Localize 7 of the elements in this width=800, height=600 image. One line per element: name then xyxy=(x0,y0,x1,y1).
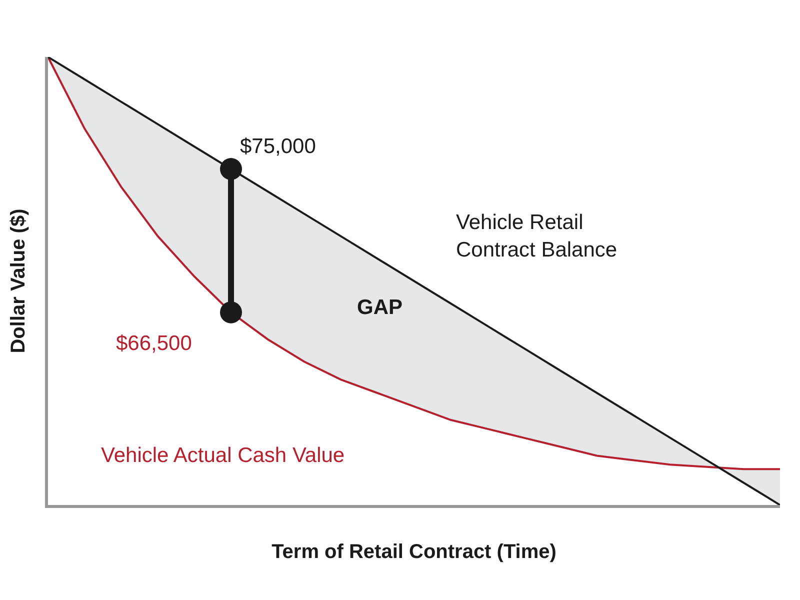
series-label: Vehicle Retail Contract Balance xyxy=(456,211,618,262)
annotation: $75,000 xyxy=(240,135,316,158)
x-axis-title: Term of Retail Contract (Time) xyxy=(272,540,556,563)
text: Vehicle Actual Cash Value xyxy=(101,444,345,467)
annotation: $66,500 xyxy=(116,332,192,355)
y-axis-title: Dollar Value ($) xyxy=(8,208,30,354)
annotation: GAP xyxy=(357,296,403,319)
